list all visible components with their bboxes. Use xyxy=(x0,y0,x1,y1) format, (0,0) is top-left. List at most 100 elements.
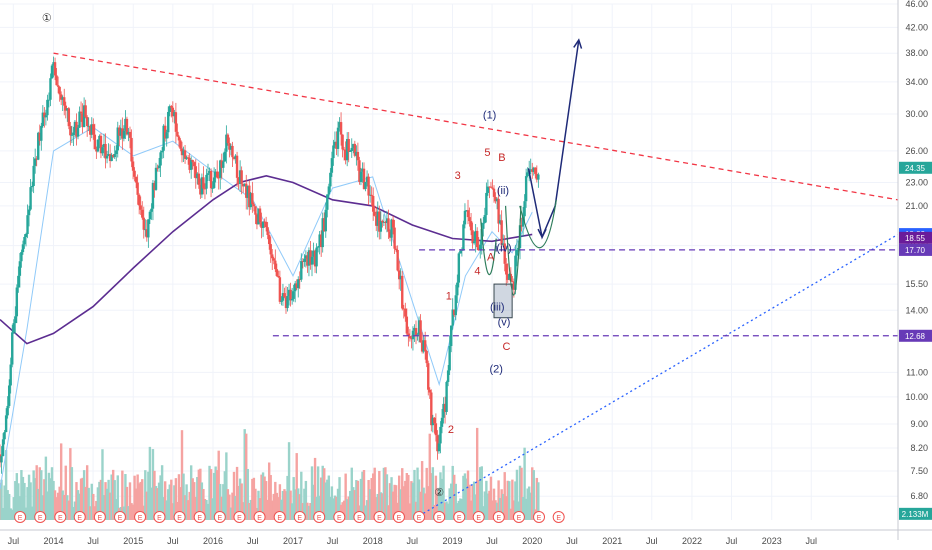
candle-body xyxy=(27,209,31,216)
candle-body xyxy=(323,218,326,232)
candle-body xyxy=(241,183,245,187)
volume-bar xyxy=(292,477,295,520)
volume-bar xyxy=(30,506,34,520)
volume-bar xyxy=(0,479,3,520)
candle-body xyxy=(82,105,86,128)
wave-label: i xyxy=(495,242,497,254)
volume-bar xyxy=(14,481,17,520)
volume-bar xyxy=(144,470,147,520)
candle-body xyxy=(229,145,233,150)
candle-body xyxy=(206,173,210,175)
candle-body xyxy=(209,170,213,189)
candle-body xyxy=(72,132,75,135)
trendlines[interactable] xyxy=(53,52,899,517)
candle-body xyxy=(174,112,178,132)
price-tag xyxy=(899,507,932,520)
volume-bar xyxy=(345,499,349,520)
volume-bar xyxy=(225,452,228,520)
earnings-label: E xyxy=(357,515,362,522)
candle-body xyxy=(11,332,14,365)
candle-body xyxy=(396,249,399,271)
volume-bar xyxy=(252,477,256,520)
candle-body xyxy=(482,222,485,229)
volume-bar xyxy=(209,469,213,520)
earnings-marker xyxy=(313,511,326,523)
candle-body xyxy=(179,140,182,149)
candle-body xyxy=(489,186,493,188)
candle-body xyxy=(26,215,29,235)
volume-bar xyxy=(290,503,294,520)
earnings-label: E xyxy=(476,515,481,522)
candle-body xyxy=(261,221,265,228)
volume-bar xyxy=(162,497,165,520)
candle-body xyxy=(240,170,243,184)
volume-bar xyxy=(445,501,448,520)
candle-body xyxy=(58,86,61,95)
candle-body xyxy=(307,250,311,266)
wave-label: (1) xyxy=(483,109,496,121)
volume-bar xyxy=(111,469,115,520)
volume-bar xyxy=(254,488,257,520)
volume-bar xyxy=(449,483,453,520)
volume-bar xyxy=(397,475,401,520)
earnings-label: E xyxy=(138,515,143,522)
earnings-marker xyxy=(512,511,525,523)
candle-body xyxy=(235,155,239,178)
earnings-marker xyxy=(113,511,126,523)
candle-body xyxy=(350,147,353,151)
volume-bar xyxy=(338,477,341,520)
candle-body xyxy=(20,252,23,262)
candle-body xyxy=(223,151,227,162)
candle-body xyxy=(316,246,320,248)
candle-body xyxy=(197,173,201,185)
earnings-label: E xyxy=(457,515,462,522)
volume-bar xyxy=(20,470,23,520)
candle-body xyxy=(3,432,6,440)
candle-body xyxy=(509,273,513,282)
candle-body xyxy=(453,309,456,316)
volume-bar xyxy=(518,465,522,520)
earnings-label: E xyxy=(58,515,63,522)
candle-body xyxy=(327,186,331,195)
volume-bar xyxy=(353,490,357,520)
candle-body xyxy=(439,426,442,444)
price-tag xyxy=(899,161,932,174)
candle-body xyxy=(434,423,438,436)
candle-body xyxy=(159,152,162,166)
volume-bar xyxy=(95,500,98,520)
candle-body xyxy=(500,220,503,245)
candle-body xyxy=(342,149,346,151)
candle-body xyxy=(466,210,470,218)
earnings-marker xyxy=(472,511,485,523)
candle-body xyxy=(338,122,341,128)
volume-bar xyxy=(295,453,298,520)
volume-bar xyxy=(32,470,35,520)
candle-body xyxy=(535,173,539,180)
earnings-marker xyxy=(373,511,386,523)
candle-body xyxy=(427,363,430,390)
volume-bar xyxy=(194,496,197,520)
y-tick-label: 23.00 xyxy=(905,177,928,187)
candle-body xyxy=(382,222,386,223)
earnings-label: E xyxy=(297,515,302,522)
volume-bar xyxy=(341,502,344,520)
earnings-marker xyxy=(134,511,147,523)
price-tag-label: 2.133M xyxy=(902,510,929,519)
volume-bar xyxy=(145,491,149,520)
volume-bar xyxy=(170,479,173,520)
volume-bar xyxy=(23,482,26,520)
volume-bar xyxy=(275,492,279,520)
volume-bar xyxy=(174,478,178,520)
volume-bar xyxy=(297,488,300,520)
volume-bar xyxy=(223,471,227,520)
volume-bar xyxy=(382,467,386,520)
wave-projection[interactable] xyxy=(480,38,583,319)
candle-body xyxy=(133,170,136,177)
volume-bar xyxy=(378,471,381,520)
volume-bar xyxy=(482,506,485,520)
volume-bar xyxy=(532,470,535,520)
candle-body xyxy=(414,327,418,337)
volume-bar xyxy=(217,450,220,520)
